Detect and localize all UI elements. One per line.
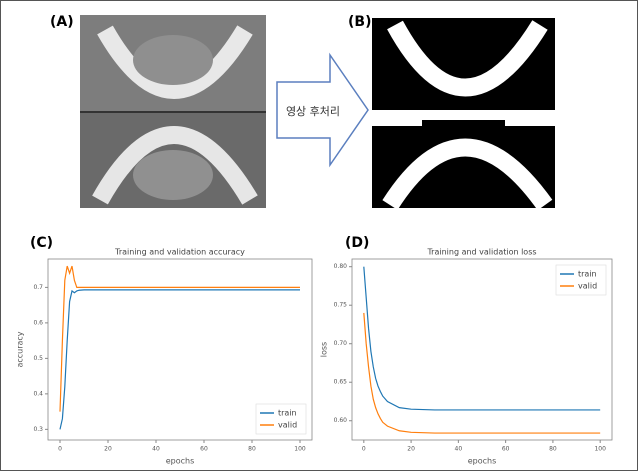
y-axis-label: accuracy (16, 331, 25, 367)
arrow-text: 영상 후처리 (286, 105, 340, 118)
panel-label: (B) (348, 14, 371, 30)
x-tick-label: 20 (104, 446, 112, 453)
y-tick-label: 0.65 (334, 379, 348, 386)
legend-box (255, 403, 307, 435)
chart-title: Training and validation loss (426, 248, 536, 257)
panel-label: (C) (30, 235, 53, 251)
x-tick-label: 0 (362, 446, 366, 453)
arrow (276, 52, 369, 168)
photo-b (372, 18, 555, 211)
panel-label: (D) (345, 235, 369, 251)
x-axis-label: epochs (166, 457, 195, 466)
legend-label: train (278, 409, 297, 418)
x-tick-label: 20 (407, 446, 415, 453)
x-tick-label: 60 (200, 446, 208, 453)
y-tick-label: 0.4 (33, 390, 43, 397)
legend-box (555, 264, 607, 296)
y-axis-label: loss (320, 342, 329, 357)
legend-label: valid (278, 421, 297, 430)
x-tick-label: 60 (502, 446, 510, 453)
x-tick-label: 100 (294, 446, 306, 453)
y-tick-label: 0.6 (33, 319, 43, 326)
x-tick-label: 100 (594, 446, 606, 453)
y-tick-label: 0.5 (33, 355, 43, 362)
x-tick-label: 80 (549, 446, 557, 453)
x-tick-label: 40 (152, 446, 160, 453)
chart-title: Training and validation accuracy (114, 248, 245, 257)
x-tick-label: 40 (455, 446, 463, 453)
series-line (59, 265, 300, 412)
y-tick-label: 0.70 (334, 340, 348, 347)
x-tick-label: 0 (58, 446, 62, 453)
series-line (59, 289, 300, 430)
photo-a (80, 15, 266, 208)
panel-label: (A) (50, 14, 74, 30)
y-tick-label: 0.7 (33, 284, 43, 291)
series-line (363, 312, 601, 434)
x-axis-label: epochs (468, 457, 497, 466)
y-tick-label: 0.60 (334, 417, 348, 424)
legend-label: train (578, 270, 597, 279)
legend-label: valid (578, 282, 597, 291)
x-tick-label: 80 (248, 446, 256, 453)
y-tick-label: 0.75 (334, 302, 348, 309)
y-tick-label: 0.80 (334, 263, 348, 270)
y-tick-label: 0.3 (33, 426, 43, 433)
series-line (363, 266, 601, 411)
